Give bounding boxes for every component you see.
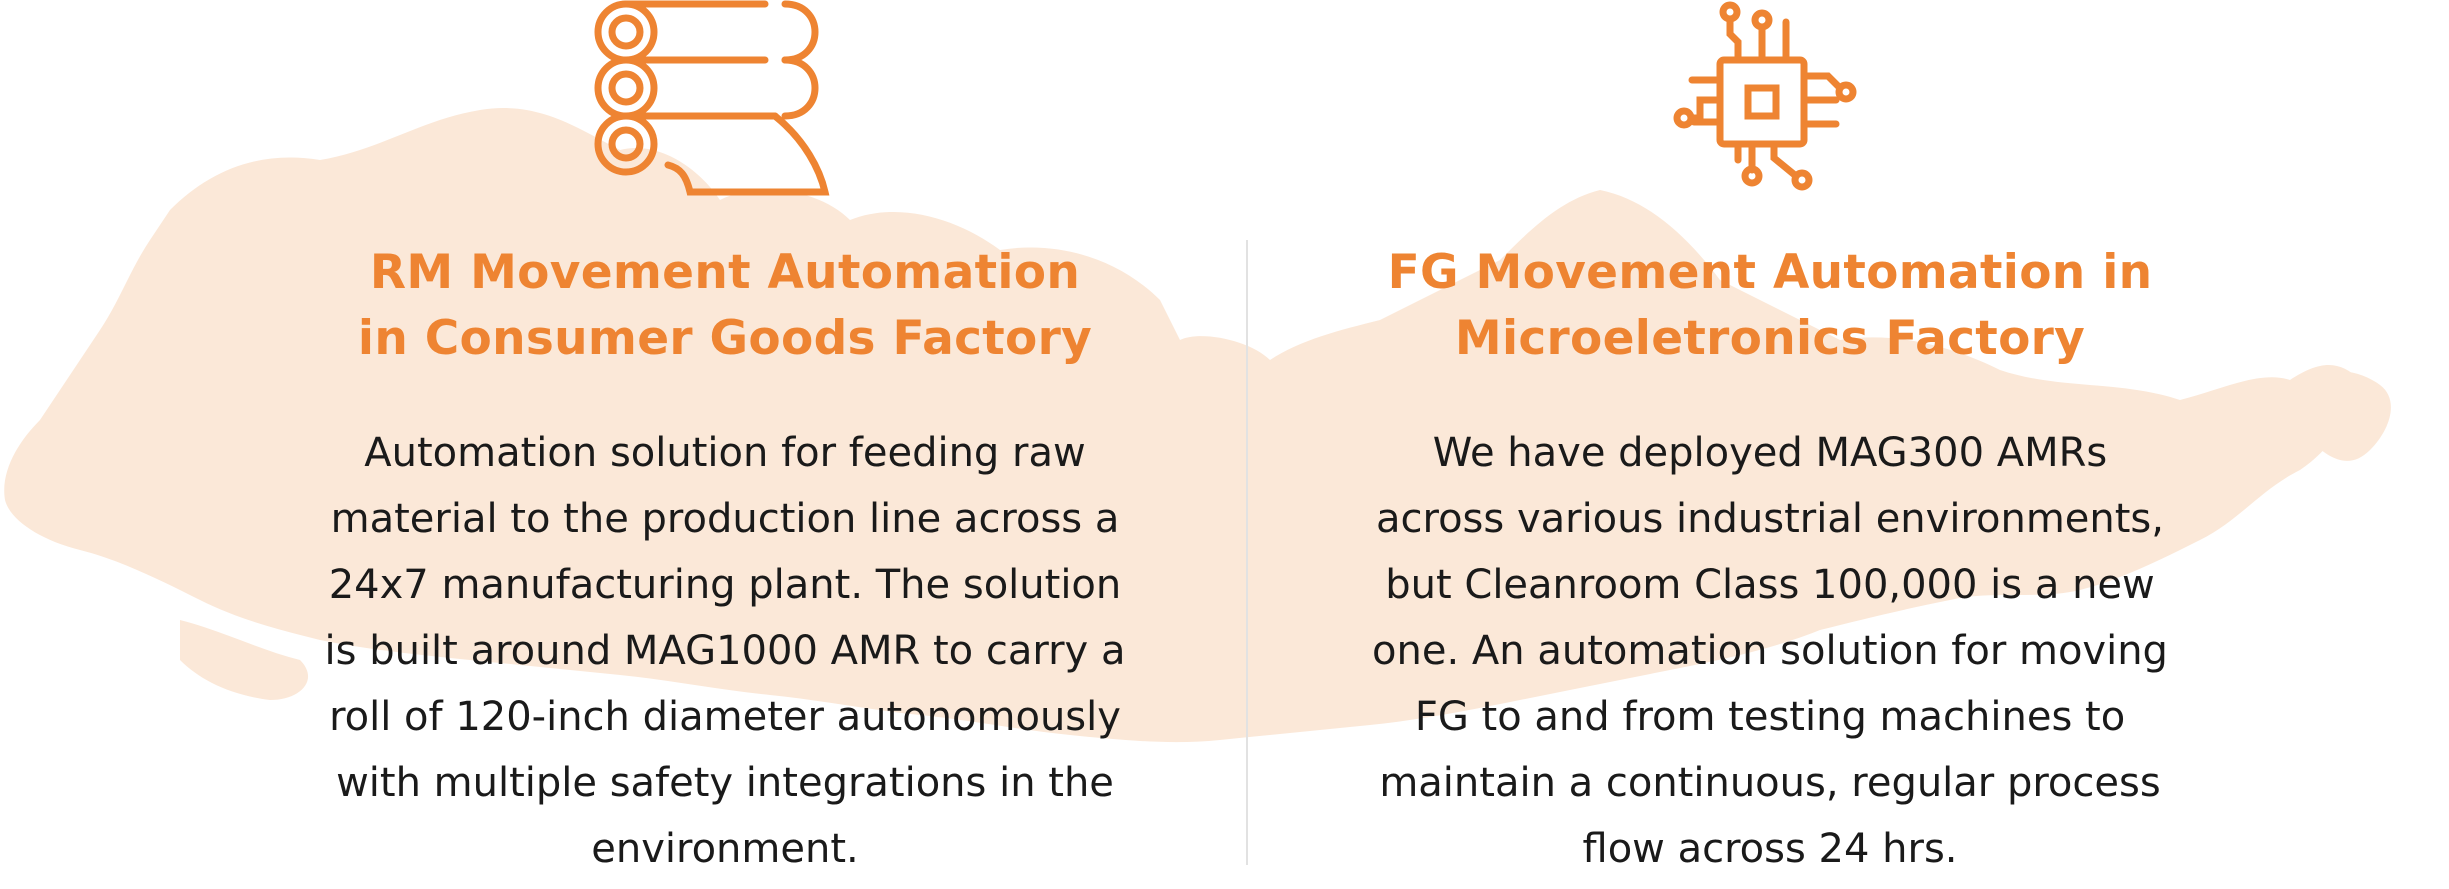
description-line: but Cleanroom Class 100,000 is a new — [1385, 562, 2155, 608]
description-line: across various industrial environments, — [1376, 496, 2164, 542]
description-line: is built around MAG1000 AMR to carry a — [324, 628, 1126, 674]
description-line: 24x7 manufacturing plant. The solution — [328, 562, 1122, 608]
paper-rolls-icon — [594, 0, 830, 196]
description-line: material to the production line across a — [330, 496, 1120, 542]
card-title-line: RM Movement Automation — [369, 245, 1081, 300]
description-line: one. An automation solution for moving — [1372, 628, 2168, 674]
card-description: Automation solution for feeding raw mate… — [255, 420, 1195, 882]
description-line: flow across 24 hrs. — [1582, 826, 1958, 872]
description-line: roll of 120-inch diameter autonomously — [329, 694, 1121, 740]
card-title: FG Movement Automation in Microeletronic… — [1300, 240, 2240, 372]
description-line: FG to and from testing machines to — [1414, 694, 2126, 740]
card-description: We have deployed MAG300 AMRs across vari… — [1300, 420, 2240, 882]
description-line: environment. — [591, 826, 859, 872]
description-line: We have deployed MAG300 AMRs — [1432, 430, 2108, 476]
card-title-line: Microeletronics Factory — [1454, 311, 2086, 366]
column-divider — [1246, 240, 1248, 865]
description-line: Automation solution for feeding raw — [364, 430, 1086, 476]
description-line: with multiple safety integrations in the — [336, 760, 1114, 806]
card-title-line: FG Movement Automation in — [1387, 245, 2153, 300]
card-title: RM Movement Automation in Consumer Goods… — [255, 240, 1195, 372]
description-line: maintain a continuous, regular process — [1379, 760, 2161, 806]
microchip-icon — [1673, 1, 1857, 191]
card-title-line: in Consumer Goods Factory — [357, 311, 1093, 366]
